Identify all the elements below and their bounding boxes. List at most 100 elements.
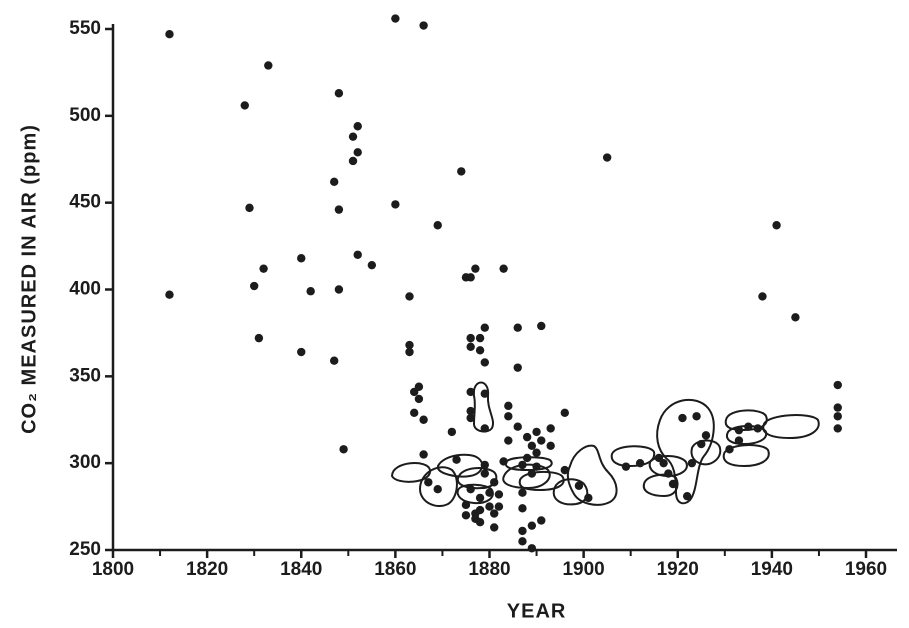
data-point (659, 458, 668, 468)
y-tick-label: 350 (69, 365, 101, 386)
grouping-loop (566, 444, 618, 506)
grouping-loop (390, 462, 431, 483)
data-point (348, 132, 358, 141)
data-point (833, 380, 842, 390)
x-tick-label: 1960 (845, 559, 887, 580)
y-tick-label: 450 (69, 192, 101, 213)
x-tick-label: 1840 (280, 559, 322, 580)
grouping-loop (610, 445, 656, 468)
x-tick-label: 1860 (374, 559, 416, 580)
data-point (353, 148, 362, 157)
data-point (678, 413, 687, 423)
data-point (490, 509, 499, 518)
data-point (480, 358, 489, 367)
data-point (334, 285, 344, 294)
y-tick-label: 250 (69, 539, 101, 560)
data-point (348, 156, 358, 166)
data-point (424, 478, 433, 487)
data-point (475, 505, 485, 515)
data-point (452, 455, 461, 464)
data-point (518, 537, 527, 546)
data-point (405, 292, 414, 301)
data-point (240, 101, 249, 110)
data-point (259, 264, 268, 273)
data-point (513, 323, 522, 332)
data-point (433, 221, 442, 230)
data-point (457, 167, 466, 176)
grouping-loop (502, 463, 551, 490)
data-point (772, 221, 781, 230)
grouping-loop (504, 456, 553, 472)
data-point (518, 526, 527, 536)
data-point (461, 511, 471, 520)
data-point (494, 490, 504, 499)
data-point (475, 518, 485, 527)
grouping-loop (418, 466, 458, 508)
data-point (297, 254, 306, 263)
data-point (527, 441, 537, 450)
x-tick-label: 1940 (751, 559, 793, 580)
data-point (490, 523, 499, 532)
y-tick-label: 400 (69, 279, 101, 300)
data-point (391, 14, 400, 23)
data-point (560, 408, 569, 418)
y-tick-label: 500 (69, 105, 101, 126)
y-tick-label: 300 (69, 452, 101, 473)
data-point (701, 431, 711, 440)
data-point (410, 408, 419, 418)
grouping-loop (518, 470, 565, 492)
x-tick-label: 1880 (468, 559, 510, 580)
x-axis-title: YEAR (507, 601, 567, 623)
data-point (165, 290, 174, 299)
data-point (522, 432, 532, 442)
data-point (297, 347, 306, 357)
grouping-loop (472, 381, 494, 433)
data-point (791, 313, 800, 322)
data-point (367, 260, 377, 270)
data-point (518, 488, 527, 497)
data-point (560, 465, 569, 475)
tick-marks (105, 27, 868, 558)
data-point (334, 205, 344, 214)
data-point (466, 406, 475, 416)
data-point (532, 448, 541, 457)
data-point (419, 21, 428, 30)
grouping-loop (648, 455, 688, 478)
data-point (414, 394, 424, 404)
data-point (405, 340, 414, 350)
data-point (391, 200, 400, 209)
data-point (419, 450, 428, 459)
data-point (334, 89, 344, 98)
grouping-loop (724, 409, 768, 432)
data-point (353, 122, 362, 131)
data-point (480, 323, 489, 332)
x-tick-label: 1800 (92, 559, 134, 580)
data-points (165, 14, 842, 553)
grouping-loop (690, 439, 722, 466)
data-point (249, 281, 259, 291)
data-point (480, 389, 489, 398)
data-point (504, 436, 513, 445)
data-point (537, 321, 546, 331)
data-point (485, 502, 494, 511)
data-point (306, 287, 315, 296)
y-axis-title: CO₂ MEASURED IN AIR (ppm) (18, 124, 40, 434)
data-point (518, 504, 527, 513)
data-point (758, 292, 767, 301)
data-point (513, 422, 522, 431)
data-point (833, 412, 842, 421)
grouping-loop (722, 444, 770, 468)
data-point (527, 544, 537, 553)
data-point (339, 445, 348, 454)
data-point (264, 61, 273, 70)
data-point (405, 347, 414, 357)
data-point (504, 412, 513, 421)
x-tick-label: 1920 (657, 559, 699, 580)
grouping-loop (656, 399, 715, 505)
data-point (475, 493, 485, 503)
data-point (329, 177, 339, 187)
data-point (466, 413, 475, 423)
data-point (475, 333, 485, 343)
data-point (414, 382, 424, 391)
data-point (329, 356, 339, 365)
